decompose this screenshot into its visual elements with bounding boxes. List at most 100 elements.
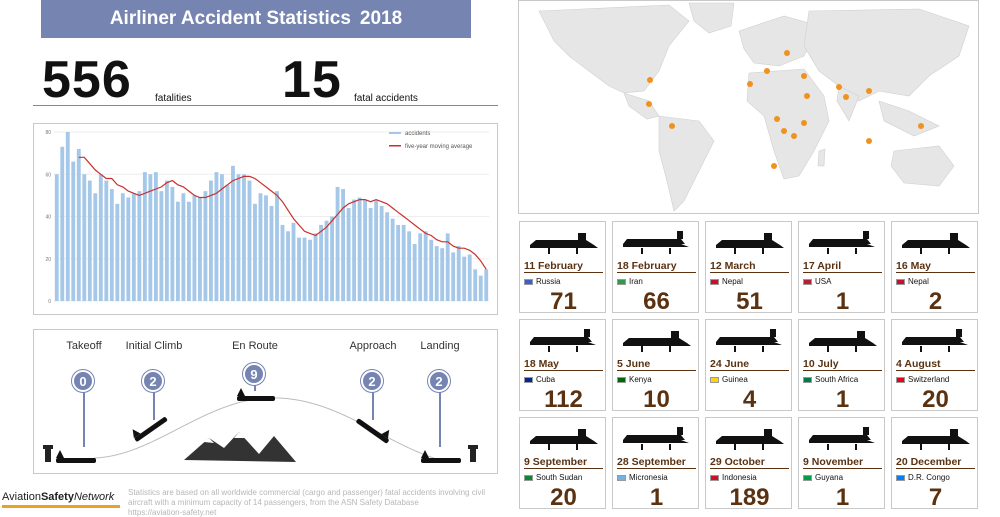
chart-bar [269,205,274,301]
country-name: Switzerland [908,375,950,384]
chart-bar [65,132,70,301]
chart-bar [368,208,373,301]
aircraft-silhouette-icon [902,233,970,254]
country-name: Micronesia [629,473,668,482]
chart-bar [203,191,208,301]
phase-label-en-route: En Route [232,340,278,352]
chart-bar [148,174,153,301]
chart-bar [357,197,362,301]
accident-card[interactable]: 10 July South Africa 1 [798,319,885,413]
legend-label-average: five-year moving average [405,144,473,150]
chart-bar [319,224,323,301]
aircraft-silhouette-icon [902,329,968,352]
footer-url[interactable]: https://aviation-safety.net [128,508,217,517]
chart-bar [264,195,268,301]
accident-country: Nepal [896,277,929,286]
phase-stem-approach [372,392,374,420]
aircraft-silhouette-icon [716,429,784,450]
chart-bar [379,205,384,301]
accident-fatalities: 189 [729,484,770,511]
country-name: South Sudan [536,473,583,482]
chart-y-tick-label: 20 [45,257,51,263]
phase-stem-landing [439,392,441,447]
phase-count-en-route: 9 [243,363,265,385]
chart-y-tick-label: 60 [45,172,51,178]
map-india [836,85,860,122]
accident-fatalities: 4 [742,386,757,413]
chart-bar [308,239,312,301]
accident-card[interactable]: 18 May Cuba 112 [519,319,606,413]
country-name: USA [815,277,832,286]
accident-card[interactable]: 5 June Kenya 10 [612,319,699,413]
accident-date: 10 July [803,358,839,370]
chart-bar [98,174,103,301]
accident-fatalities: 1 [835,288,850,315]
accident-card[interactable]: 4 August Switzerland 20 [891,319,978,413]
crash-site-marker [843,94,849,100]
chart-bar [186,201,191,301]
logo-part-network: Network [73,491,115,503]
mountain-snow-2 [234,432,245,438]
crash-site-marker [747,81,753,87]
accident-date: 12 March [710,260,756,272]
crash-site-marker [804,93,810,99]
country-flag-icon [896,474,905,481]
chart-y-tick-label: 80 [45,130,51,136]
accident-date: 18 February [617,260,677,272]
chart-bar [473,269,478,301]
chart-bar [407,231,412,301]
accident-date: 24 June [710,358,750,370]
mountain-snow-1 [204,438,214,443]
chart-bar [291,222,296,301]
accident-date: 5 June [617,358,651,370]
accident-fatalities: 1 [835,386,850,413]
chart-bar [253,203,257,301]
chart-bar [484,269,489,301]
accident-card[interactable]: 28 September Micronesia 1 [612,417,699,511]
chart-bar [445,233,450,301]
accident-date: 9 November [803,456,864,468]
chart-bar [197,197,202,301]
chart-bar [159,191,164,301]
chart-bar [54,174,59,301]
accident-card[interactable]: 16 May Nepal 2 [891,221,978,315]
accident-card[interactable]: 17 April USA 1 [798,221,885,315]
accident-card[interactable]: 9 September South Sudan 20 [519,417,606,511]
chart-bar [280,224,285,301]
aircraft-silhouette-icon [902,429,970,450]
country-flag-icon [803,376,812,383]
map-asia [803,8,970,102]
phase-stem-en-route [254,385,256,391]
accident-card[interactable]: 12 March Nepal 51 [705,221,792,315]
country-name: Cuba [536,375,556,384]
chart-moving-average-line [78,156,487,270]
date-underline [710,468,789,469]
chart-bar [341,189,346,301]
logo-underline [2,505,120,508]
map-madagascar [817,148,826,167]
chart-bar [456,246,461,301]
country-flag-icon [896,278,905,285]
accident-card[interactable]: 18 February Iran 66 [612,221,699,315]
accident-card[interactable]: 20 December D.R. Congo 7 [891,417,978,511]
accident-card[interactable]: 24 June Guinea 4 [705,319,792,413]
accidents-chart-panel: 0 20 40 60 80 accidents five-year moving avera… [33,123,498,315]
control-tower-right [470,448,476,462]
country-name: Russia [536,277,561,286]
accident-card[interactable]: 11 February Russia 71 [519,221,606,315]
phase-label-landing: Landing [420,340,460,352]
chart-bar [346,208,351,301]
date-underline [617,468,696,469]
accident-country: Nepal [710,277,743,286]
phase-stem-initial-climb [153,392,155,420]
date-underline [524,370,603,371]
chart-bar [242,174,246,301]
accident-fatalities: 51 [736,288,763,315]
aircraft-silhouette-icon [623,427,689,450]
aircraft-silhouette-icon [530,329,596,352]
aircraft-silhouette-icon [716,233,784,254]
map-africa [746,68,830,180]
accident-card[interactable]: 9 November Guyana 1 [798,417,885,511]
accident-card[interactable]: 29 October Indonesia 189 [705,417,792,511]
logo-part-aviation: Aviation [2,491,41,503]
